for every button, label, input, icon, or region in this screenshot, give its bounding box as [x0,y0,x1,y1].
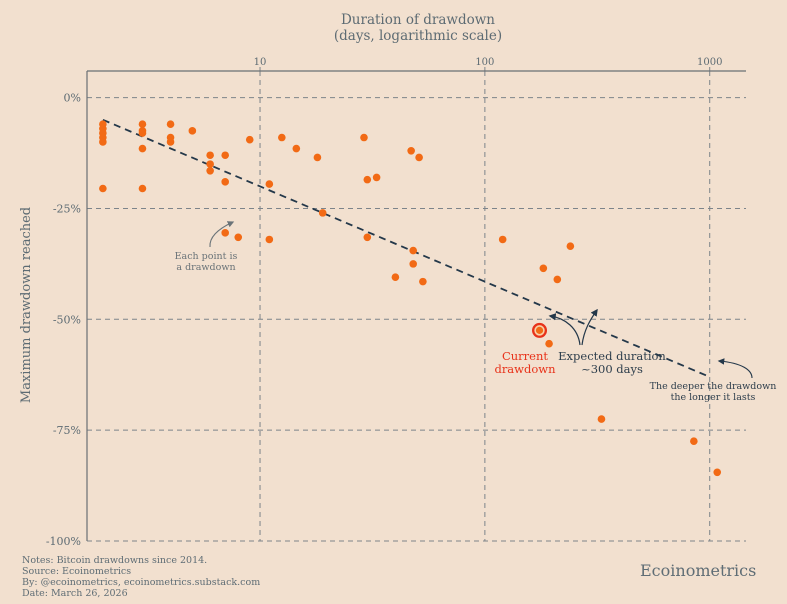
data-point [221,178,230,186]
annotation-each-point: Each point is a drawdown [175,251,238,273]
data-point [265,235,274,244]
data-point [415,153,423,162]
y-tick-label: -50% [53,313,81,326]
y-tick-label: -75% [53,424,81,437]
x-tick-label: 100 [475,57,494,68]
brand-logo-text: Ecoinometrics [640,561,757,580]
notes-line: Notes: Bitcoin drawdowns since 2014. [22,555,208,566]
y-tick-label: -25% [53,202,81,215]
data-point [206,160,214,168]
data-point [553,275,562,284]
annotation-arrow [581,308,598,346]
data-point [498,235,507,244]
data-point [318,209,327,217]
annotation-arrow [717,358,753,379]
data-point [372,173,381,182]
data-point [292,144,301,153]
data-point [265,180,274,188]
trend-line [102,118,711,378]
x-tick-label: 1000 [697,57,722,68]
annotation-arrow [209,221,235,248]
date-line: Date: March 26, 2026 [22,588,128,599]
data-point [138,144,147,153]
source-line: Source: Ecoinometrics [22,566,132,577]
data-point [597,415,606,423]
data-point [166,120,175,129]
data-point [278,133,286,142]
y-axis-label: Maximum drawdown reached [19,207,34,403]
chart-subtitle: (days, logarithmic scale) [334,28,502,44]
data-point [99,138,107,146]
data-point [138,120,147,129]
data-point [363,175,372,184]
data-point [545,339,553,348]
current-point [535,326,544,334]
data-point [99,184,107,193]
annotation-arrow [548,313,581,346]
chart-title: Duration of drawdown [341,12,495,28]
data-point [138,184,147,193]
data-point [409,246,418,255]
data-point [539,264,548,273]
data-point [690,437,698,446]
data-point [363,233,372,242]
data-point [221,229,230,237]
data-point [313,153,322,162]
byline: By: @ecoinometrics, ecoinometrics.substa… [22,577,261,588]
data-point [188,127,197,135]
chart-notes: Notes: Bitcoin drawdowns since 2014. Sou… [22,555,260,599]
y-tick-label: 0% [64,92,81,105]
data-point [407,147,415,155]
data-point [409,260,418,268]
data-point [566,242,575,250]
data-point [206,166,214,175]
annotation-deeper-drawdown: The deeper the drawdown the longer it las… [650,381,777,403]
annotation-expected-duration: Expected duration ~300 days [558,349,666,376]
data-point [713,468,722,477]
data-point [234,233,243,242]
data-point [206,151,214,160]
y-tick-label: -100% [46,535,81,548]
data-point [166,138,175,146]
data-point [245,135,254,144]
data-point [221,151,230,160]
x-tick-label: 10 [254,57,267,68]
data-point [360,133,368,142]
data-point [138,129,147,137]
data-point [391,273,400,281]
annotation-current-drawdown: Current drawdown [494,349,556,376]
data-point [419,277,427,286]
